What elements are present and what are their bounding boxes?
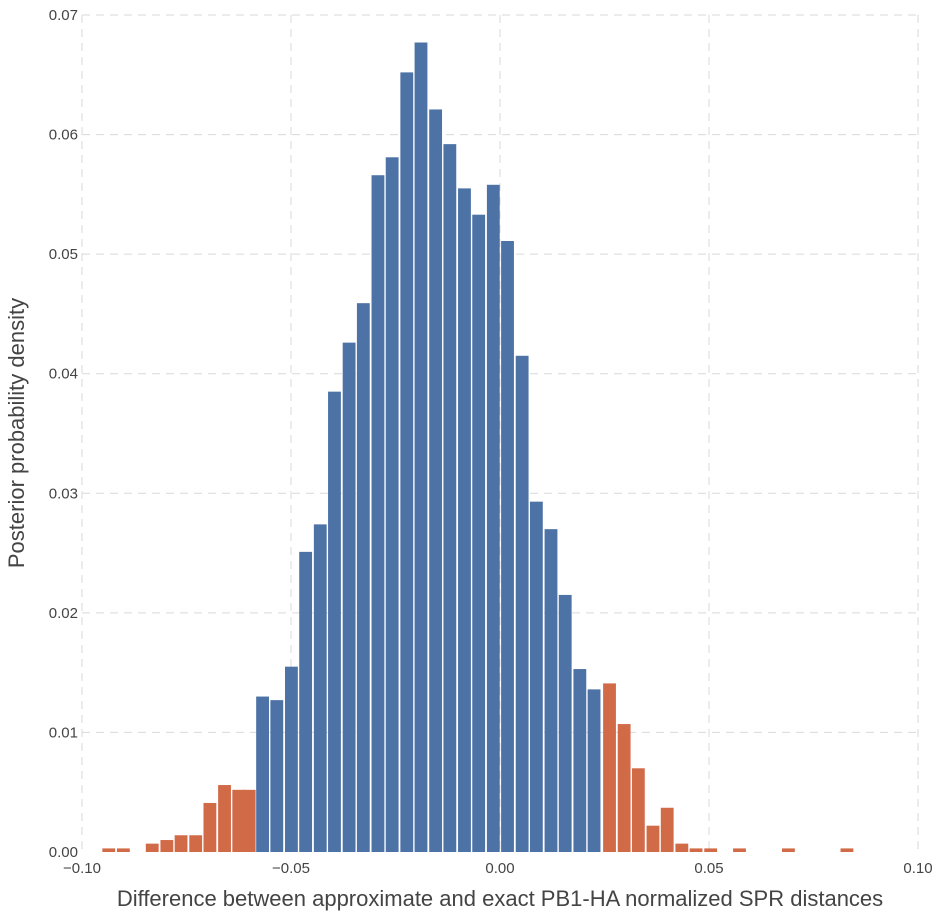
bar-center	[515, 355, 529, 852]
bar-tail	[174, 835, 188, 852]
x-tick-label: −0.10	[63, 860, 101, 877]
bar-center	[256, 696, 269, 852]
bar-center	[328, 391, 341, 852]
bar-center	[529, 501, 543, 852]
x-tick-label: −0.05	[272, 860, 310, 877]
y-axis-label: Posterior probability density	[4, 298, 29, 568]
bar-center	[285, 666, 298, 852]
y-tick-label: 0.01	[49, 724, 78, 741]
bar-tail	[218, 785, 231, 852]
histogram-bars	[102, 42, 854, 853]
y-tick-label: 0.05	[49, 246, 78, 263]
x-tick-label: 0.00	[485, 860, 514, 877]
x-tick-label: 0.10	[903, 860, 932, 877]
bar-tail	[782, 848, 795, 852]
bar-center	[313, 524, 327, 852]
y-tick-label: 0.03	[49, 485, 78, 502]
bar-tail	[646, 825, 660, 852]
bar-tail	[675, 843, 689, 852]
bar-tail	[631, 768, 645, 852]
bar-center	[356, 303, 370, 853]
bar-center	[486, 184, 500, 852]
bar-center	[342, 342, 356, 852]
bar-tail	[232, 789, 246, 852]
bar-center	[299, 551, 313, 852]
bar-tail	[704, 848, 718, 852]
bar-tail	[102, 848, 116, 852]
y-tick-label: 0.07	[49, 7, 78, 24]
bar-center	[587, 689, 601, 852]
bar-center	[385, 157, 399, 853]
bar-center	[501, 240, 514, 853]
bar-center	[429, 109, 443, 852]
bar-center	[458, 188, 471, 853]
bar-center	[544, 529, 558, 852]
x-axis-label: Difference between approximate and exact…	[117, 886, 883, 911]
bar-tail	[603, 683, 616, 852]
bar-tail	[617, 724, 631, 852]
bar-center	[443, 144, 457, 852]
bar-tail	[840, 848, 854, 852]
bar-center	[558, 594, 572, 852]
bar-tail	[203, 802, 217, 852]
bar-tail	[189, 835, 203, 852]
tick-labels: 0.00 0.01 0.02 0.03 0.04 0.05 0.06 0.07 −0.10 −0.…	[49, 7, 933, 877]
bar-tail	[160, 840, 174, 852]
bar-tail	[116, 848, 130, 852]
bar-center	[400, 72, 414, 852]
bar-tail	[689, 848, 703, 852]
y-tick-label: 0.00	[49, 844, 78, 861]
bar-center	[270, 700, 284, 852]
bar-center	[414, 42, 428, 853]
bar-center	[573, 669, 587, 852]
bar-tail	[660, 807, 674, 852]
y-tick-label: 0.06	[49, 127, 78, 144]
bar-tail	[145, 843, 159, 852]
y-tick-label: 0.02	[49, 605, 78, 622]
x-tick-label: 0.05	[694, 860, 723, 877]
y-tick-label: 0.04	[49, 366, 78, 383]
bar-tail	[733, 848, 746, 852]
bar-center	[371, 175, 385, 852]
grid	[81, 14, 919, 852]
bar-tail	[242, 789, 256, 852]
bar-center	[472, 214, 486, 853]
